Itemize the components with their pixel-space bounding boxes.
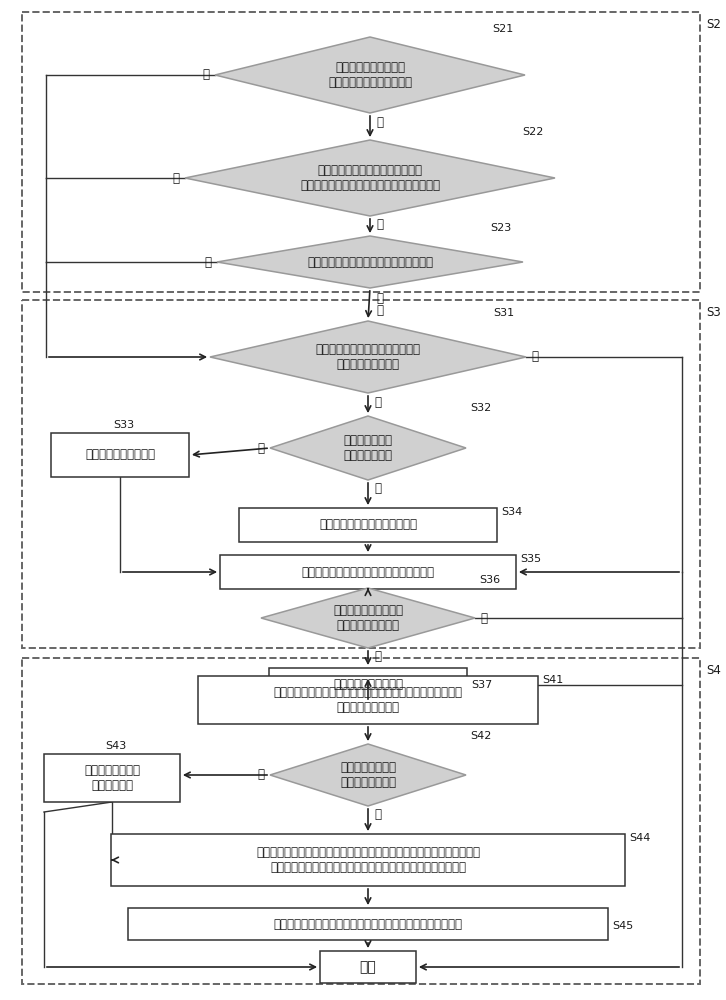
Text: S41: S41 <box>542 675 563 685</box>
Text: 否: 否 <box>257 768 264 782</box>
FancyBboxPatch shape <box>44 754 180 802</box>
Text: 否: 否 <box>480 611 487 624</box>
Text: 判断当前下载是否影响
第一视频文件的播放: 判断当前下载是否影响 第一视频文件的播放 <box>333 604 403 632</box>
Text: S43: S43 <box>105 741 126 751</box>
Text: 是: 是 <box>376 304 383 318</box>
Text: 若用户选择退出，则清空主、次视频预加载缓冲器并释放资源: 若用户选择退出，则清空主、次视频预加载缓冲器并释放资源 <box>274 918 462 930</box>
Text: S21: S21 <box>492 24 513 34</box>
Text: 否: 否 <box>376 115 383 128</box>
Text: S34: S34 <box>501 507 522 517</box>
Text: S31: S31 <box>494 308 515 318</box>
Text: S23: S23 <box>490 223 512 233</box>
FancyBboxPatch shape <box>111 834 625 886</box>
Text: 否: 否 <box>204 255 211 268</box>
Text: S22: S22 <box>522 127 544 137</box>
FancyBboxPatch shape <box>320 951 416 983</box>
FancyBboxPatch shape <box>51 433 189 477</box>
Text: 等待当前第一视频
文件播放完成: 等待当前第一视频 文件播放完成 <box>84 764 140 792</box>
Text: S2: S2 <box>706 18 721 31</box>
Polygon shape <box>215 37 525 113</box>
Text: 是: 是 <box>374 808 381 822</box>
Text: S3: S3 <box>706 306 721 319</box>
Polygon shape <box>261 588 475 648</box>
Polygon shape <box>270 744 466 806</box>
FancyBboxPatch shape <box>220 555 516 589</box>
Text: S33: S33 <box>113 420 134 430</box>
Text: 是: 是 <box>376 292 383 304</box>
Text: 将第二视频文件下载至次视频加载缓冲器中: 将第二视频文件下载至次视频加载缓冲器中 <box>301 566 434 578</box>
Text: 选择是否继续对第二视频文件进行预加载: 选择是否继续对第二视频文件进行预加载 <box>307 255 433 268</box>
Text: 判断次视频加载缓冲器中是否存在
正在加载的或者已经加载完成的第二视频文件: 判断次视频加载缓冲器中是否存在 正在加载的或者已经加载完成的第二视频文件 <box>300 164 440 192</box>
Text: 结束当前第一视频文件的播放，清空主视频加载缓冲器，将主、次视频加
载缓冲器进行交换，并开始播放用户选择的预加载第二视频文件: 结束当前第一视频文件的播放，清空主视频加载缓冲器，将主、次视频加 载缓冲器进行交… <box>256 846 480 874</box>
Text: 是: 是 <box>374 483 381 495</box>
Text: S45: S45 <box>612 921 633 931</box>
Polygon shape <box>270 416 466 480</box>
Polygon shape <box>217 236 523 288</box>
Text: S32: S32 <box>470 403 492 413</box>
Text: 结束: 结束 <box>359 960 376 974</box>
Text: 是: 是 <box>376 219 383 232</box>
Text: 判断第一视频文件的下载速度数据
是否满足预加载条件: 判断第一视频文件的下载速度数据 是否满足预加载条件 <box>316 343 420 371</box>
Text: S42: S42 <box>470 731 492 741</box>
FancyBboxPatch shape <box>198 676 538 724</box>
FancyBboxPatch shape <box>239 508 497 542</box>
Text: 是: 是 <box>202 68 209 82</box>
Text: 停止下载第二视频文件: 停止下载第二视频文件 <box>333 678 403 692</box>
Text: 创建次视频加载缓冲器: 创建次视频加载缓冲器 <box>85 448 155 462</box>
Text: 否: 否 <box>172 172 179 184</box>
Text: 判断是否创建次
视频加载缓冲器: 判断是否创建次 视频加载缓冲器 <box>343 434 393 462</box>
Text: S36: S36 <box>479 575 500 585</box>
Text: S35: S35 <box>520 554 541 564</box>
Text: S37: S37 <box>471 680 492 690</box>
Text: 当第二视频文件预加载完成时提示用户可以进行已经预加载的
第二视频文件的播放: 当第二视频文件预加载完成时提示用户可以进行已经预加载的 第二视频文件的播放 <box>274 686 462 714</box>
Text: 否: 否 <box>531 351 538 363</box>
FancyBboxPatch shape <box>128 908 608 940</box>
Text: S4: S4 <box>706 664 721 677</box>
Polygon shape <box>210 321 526 393</box>
Text: 否: 否 <box>257 442 264 454</box>
FancyBboxPatch shape <box>269 668 467 702</box>
Text: 是: 是 <box>374 650 381 664</box>
Text: 判断用户是否选择
播放第二视频文件: 判断用户是否选择 播放第二视频文件 <box>340 761 396 789</box>
Text: 是: 是 <box>374 395 381 408</box>
Text: S44: S44 <box>629 833 650 843</box>
Text: 清空次视频加载缓冲器中的内容: 清空次视频加载缓冲器中的内容 <box>319 518 417 532</box>
Polygon shape <box>185 140 555 216</box>
Text: 判断第二视频文件是否
正在播放或者正在预加载中: 判断第二视频文件是否 正在播放或者正在预加载中 <box>328 61 412 89</box>
